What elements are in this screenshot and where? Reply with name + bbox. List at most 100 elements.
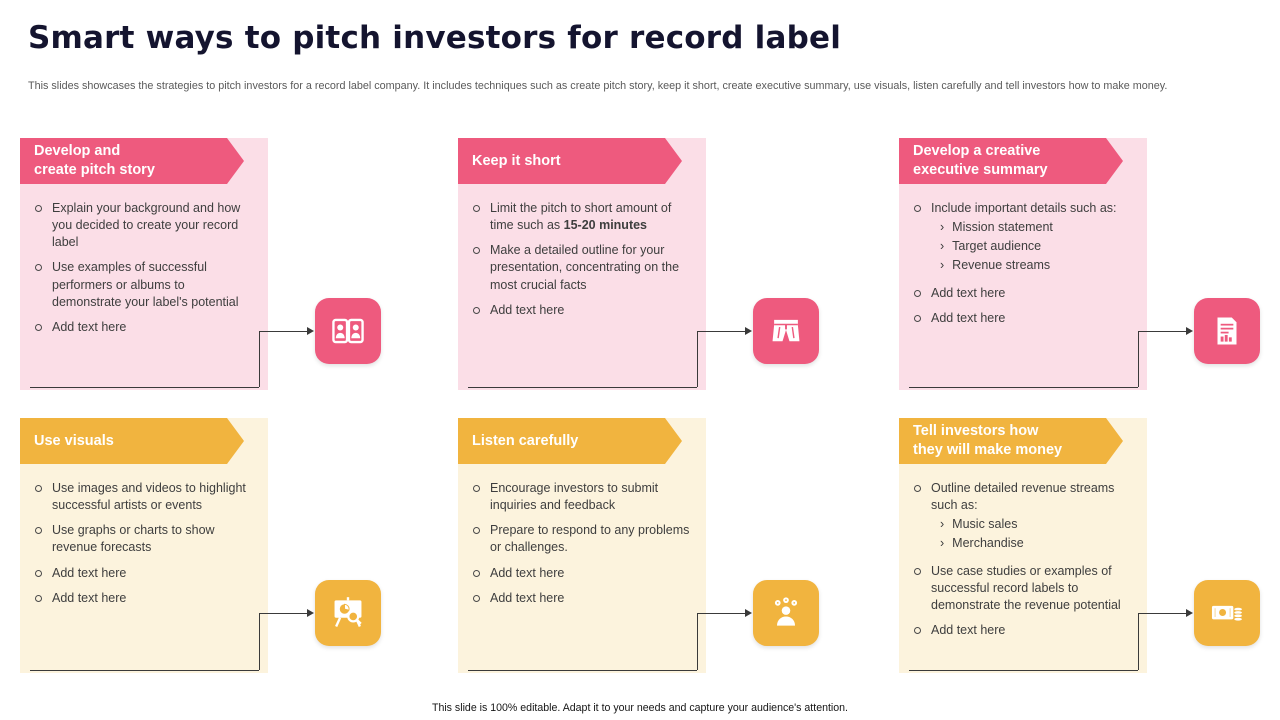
card-header-banner: Develop a creative executive summary xyxy=(899,138,1123,184)
arrowhead-icon xyxy=(745,608,752,617)
bullet-body: Use images and videos to highlight succe… xyxy=(52,480,257,514)
bullet-list: Use images and videos to highlight succe… xyxy=(35,480,257,615)
sub-bullet-text: Target audience xyxy=(952,239,1042,254)
bullet-text: Add text here xyxy=(52,565,127,580)
strategy-card: Tell investors how they will make money O… xyxy=(899,418,1261,673)
chevron-marker: › xyxy=(940,239,945,254)
bullet-marker xyxy=(914,626,921,634)
bullet-text: Include important details such as: xyxy=(931,201,1117,215)
bullet-item: Make a detailed outline for your present… xyxy=(473,242,695,293)
bullet-marker xyxy=(35,569,42,577)
connector-underline xyxy=(30,670,259,671)
bullet-body: Add text here xyxy=(490,590,564,607)
page-subtitle: This slides showcases the strategies to … xyxy=(28,80,1168,92)
bullet-marker xyxy=(473,205,480,212)
card-title: Tell investors how they will make money xyxy=(913,423,1063,458)
bullet-marker xyxy=(914,289,921,297)
card-title: Develop and create pitch story xyxy=(34,143,155,178)
bullet-item: Add text here xyxy=(35,319,257,336)
bullet-body: Add text here xyxy=(931,622,1005,639)
bullet-marker xyxy=(473,527,480,535)
bullet-body: Make a detailed outline for your present… xyxy=(490,242,695,293)
connector-vertical-line xyxy=(1138,613,1139,670)
bullet-body: Add text here xyxy=(490,302,564,319)
bullet-text: Outline detailed revenue streams such as… xyxy=(931,481,1115,513)
bullet-item: Outline detailed revenue streams such as… xyxy=(914,480,1136,555)
bullet-list: Outline detailed revenue streams such as… xyxy=(914,480,1136,647)
bullet-item: Use case studies or examples of successf… xyxy=(914,563,1136,614)
bullet-text: Add text here xyxy=(490,565,565,580)
feedback-icon xyxy=(753,580,819,646)
sub-bullet-text: Merchandise xyxy=(952,536,1024,551)
chevron-marker: › xyxy=(940,220,945,235)
bullet-marker xyxy=(35,527,42,535)
bullet-marker xyxy=(914,485,921,492)
connector-arrow-line xyxy=(1138,326,1193,335)
bullet-item: Add text here xyxy=(473,590,695,607)
bullet-list: Explain your background and how you deci… xyxy=(35,200,257,344)
card-title: Keep it short xyxy=(472,152,561,169)
connector-vertical-line xyxy=(1138,331,1139,387)
bullet-body: Explain your background and how you deci… xyxy=(52,200,257,251)
strategy-card: Develop and create pitch story Explain yo… xyxy=(20,138,382,390)
sub-bullet: › Revenue streams xyxy=(940,257,1117,274)
arrowhead-icon xyxy=(307,608,314,617)
bullet-list: Encourage investors to submit inquiries … xyxy=(473,480,695,615)
shorts-icon xyxy=(753,298,819,364)
bullet-item: Add text here xyxy=(914,622,1136,639)
money-icon xyxy=(1194,580,1260,646)
card-header-banner: Keep it short xyxy=(458,138,682,184)
strategy-card: Listen carefully Encourage investors to s… xyxy=(458,418,820,673)
strategy-card: Develop a creative executive summary Incl… xyxy=(899,138,1261,390)
sub-bullet: › Mission statement xyxy=(940,219,1117,236)
bullet-text: Use case studies or examples of successf… xyxy=(931,563,1121,612)
bullet-marker xyxy=(35,205,42,212)
bullet-text: Add text here xyxy=(931,310,1006,325)
card-title: Develop a creative executive summary xyxy=(913,143,1048,178)
bullet-item: Add text here xyxy=(914,310,1136,327)
bullet-text: Add text here xyxy=(931,622,1006,637)
connector-arrow-line xyxy=(1138,608,1193,617)
bullet-marker xyxy=(35,485,42,492)
bullet-body: Outline detailed revenue streams such as… xyxy=(931,480,1136,555)
sub-bullet: › Target audience xyxy=(940,238,1117,255)
bullet-text: Use graphs or charts to show revenue for… xyxy=(52,523,215,555)
bullet-list: Limit the pitch to short amount of time … xyxy=(473,200,695,327)
bullet-marker xyxy=(914,314,921,322)
strategy-card: Keep it short Limit the pitch to short am… xyxy=(458,138,820,390)
bullet-item: Use examples of successful performers or… xyxy=(35,259,257,310)
chevron-marker: › xyxy=(940,517,945,532)
sub-bullet: › Music sales xyxy=(940,516,1136,533)
bullet-marker xyxy=(914,567,921,575)
bullet-item: Limit the pitch to short amount of time … xyxy=(473,200,695,234)
bullet-item: Add text here xyxy=(473,302,695,319)
connector-underline xyxy=(468,670,697,671)
sub-bullet-text: Mission statement xyxy=(952,220,1053,235)
bullet-item: Include important details such as: › Missi… xyxy=(914,200,1136,277)
chevron-marker: › xyxy=(940,536,945,551)
bullet-marker xyxy=(914,205,921,212)
bullet-body: Add text here xyxy=(52,565,126,582)
bullet-marker xyxy=(35,594,42,602)
bullet-text: Prepare to respond to any problems or ch… xyxy=(490,523,690,555)
arrowhead-icon xyxy=(1186,608,1193,617)
page-title: Smart ways to pitch investors for record… xyxy=(28,20,842,56)
card-title: Listen carefully xyxy=(472,432,579,449)
bullet-body: Add text here xyxy=(52,590,126,607)
bullet-body: Use case studies or examples of successf… xyxy=(931,563,1136,614)
bullet-text: Use images and videos to highlight succe… xyxy=(52,481,246,513)
presentation-chart-icon xyxy=(315,580,381,646)
card-header-banner: Tell investors how they will make money xyxy=(899,418,1123,464)
connector-vertical-line xyxy=(697,331,698,387)
footer-note: This slide is 100% editable. Adapt it to… xyxy=(431,702,849,714)
bullet-text: Add text here xyxy=(52,590,127,605)
bullet-marker xyxy=(35,323,42,331)
bullet-text: Add text here xyxy=(490,590,565,605)
bullet-item: Add text here xyxy=(473,565,695,582)
bullet-body: Use graphs or charts to show revenue for… xyxy=(52,522,257,556)
bullet-text: Explain your background and how you deci… xyxy=(52,201,241,250)
sub-bullet: › Merchandise xyxy=(940,535,1136,552)
bullet-text: 15-20 minutes xyxy=(563,218,648,233)
connector-vertical-line xyxy=(259,613,260,670)
